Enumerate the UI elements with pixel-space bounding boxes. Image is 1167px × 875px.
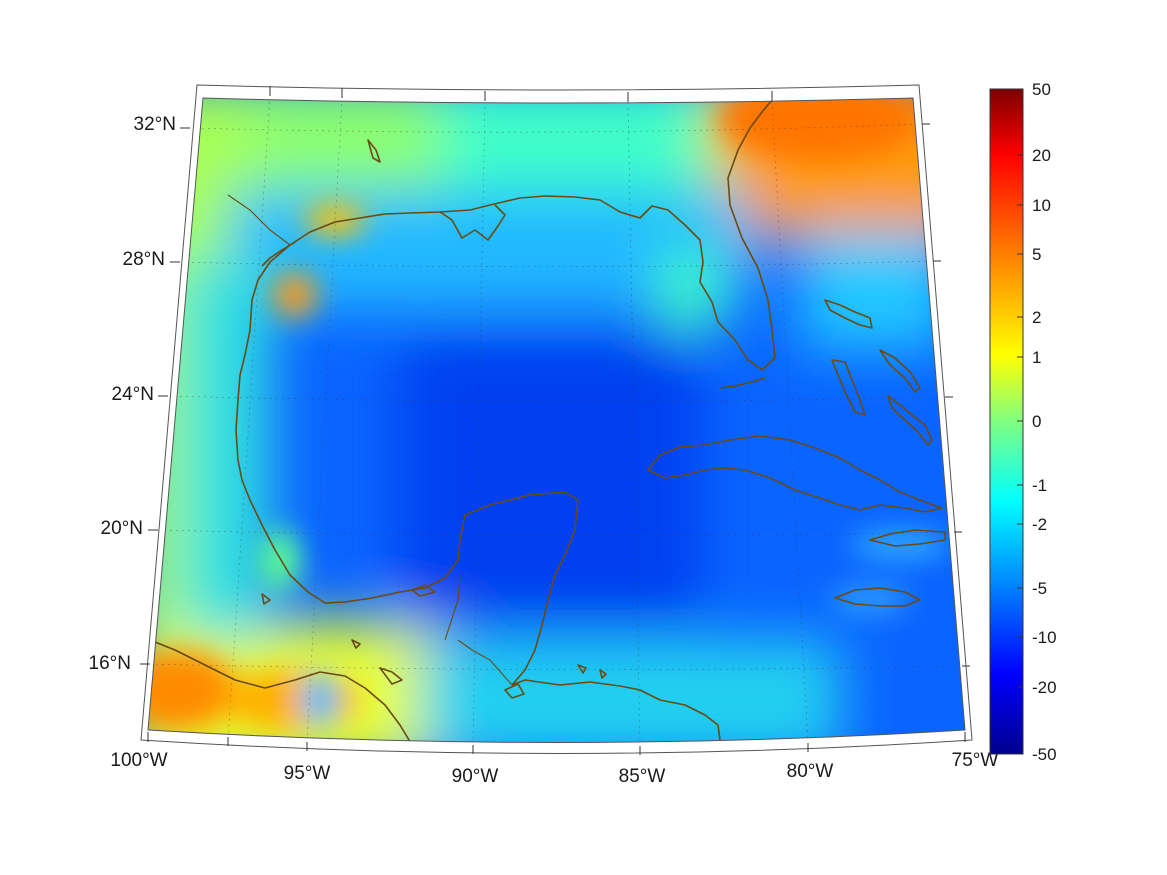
caribbean-islet-4 xyxy=(351,639,361,649)
colorbar-tick: 10 xyxy=(1032,196,1051,215)
graticule xyxy=(149,98,963,743)
hispaniola xyxy=(869,529,946,547)
lon-labels: 100°W 95°W 90°W 85°W 80°W 75°W xyxy=(110,750,998,787)
campeche-shoal xyxy=(411,584,436,597)
yucatan-islands xyxy=(504,683,525,699)
texas-barrier xyxy=(261,241,296,267)
colorbar-tick: -20 xyxy=(1032,678,1057,697)
data-field xyxy=(148,98,965,743)
colorbar-tick: -5 xyxy=(1032,579,1047,598)
borders xyxy=(227,194,513,686)
mexico-gulf-coast xyxy=(235,354,579,686)
louisiana-delta xyxy=(439,204,506,241)
lon-label-100w: 100°W xyxy=(110,750,167,771)
caribbean-islet-3 xyxy=(379,667,403,685)
jamaica xyxy=(834,587,921,607)
central-america-coast xyxy=(511,679,721,741)
map-frame xyxy=(147,97,966,743)
cuba xyxy=(647,435,943,513)
lon-label-85w: 85°W xyxy=(619,766,666,787)
colorbar-tick: -2 xyxy=(1032,515,1047,534)
colorbar-tick: 50 xyxy=(1032,80,1051,99)
lon-label-80w: 80°W xyxy=(787,761,834,782)
lon-label-95w: 95°W xyxy=(284,763,331,784)
pacific-coast xyxy=(149,639,413,743)
gulf-island-1 xyxy=(261,593,271,605)
map-frame-outer xyxy=(140,84,973,754)
caribbean-islet-1 xyxy=(577,664,587,674)
colorbar-tick: 2 xyxy=(1032,308,1041,327)
lat-label-20n: 20°N xyxy=(101,518,143,539)
colorbar-tick: 5 xyxy=(1032,245,1041,264)
gulf-coast-north xyxy=(244,99,776,371)
mississippi-islands xyxy=(367,139,381,163)
lon-label-90w: 90°W xyxy=(452,766,499,787)
colorbar-tick: -50 xyxy=(1032,745,1057,764)
colorbar-tick: -1 xyxy=(1032,476,1047,495)
florida-keys xyxy=(719,377,766,389)
bahamas-andros xyxy=(831,359,866,416)
colorbar-tick: -10 xyxy=(1032,628,1057,647)
colorbar-tick: 20 xyxy=(1032,146,1051,165)
lat-label-28n: 28°N xyxy=(123,249,165,270)
bahamas-eleuthera xyxy=(879,349,921,393)
bahamas-abaco xyxy=(824,299,873,329)
lat-labels: 32°N 28°N 24°N 20°N 16°N xyxy=(89,114,176,674)
colorbar: 50 20 10 5 2 1 0 -1 -2 -5 -10 -20 -50 xyxy=(989,80,1057,764)
caribbean-islet-2 xyxy=(599,669,607,679)
lat-label-32n: 32°N xyxy=(134,114,176,135)
coastlines xyxy=(149,99,946,743)
colorbar-tick: 0 xyxy=(1032,412,1041,431)
frame-ticks xyxy=(140,86,970,755)
lon-label-75w: 75°W xyxy=(952,750,999,771)
lat-label-16n: 16°N xyxy=(89,653,131,674)
bahamas-chain xyxy=(887,395,933,446)
lat-label-24n: 24°N xyxy=(112,384,154,405)
colorbar-tick: 1 xyxy=(1032,348,1041,367)
